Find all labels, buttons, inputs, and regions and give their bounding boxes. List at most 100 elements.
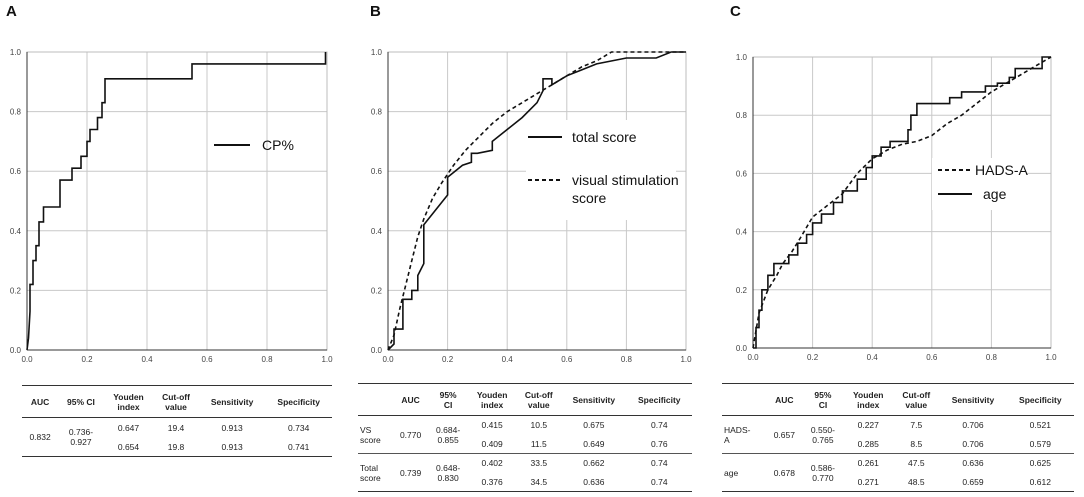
series-line-total-score (387, 51, 686, 351)
series-line-age (753, 56, 1051, 349)
table-cell: 0.612 (1029, 476, 1051, 487)
table-cell: 8.5 (910, 438, 923, 449)
table-cell: 0.415 (481, 420, 503, 431)
table-cell: 0.675 (583, 420, 605, 431)
table-cell: 0.649 (583, 438, 605, 449)
table-c-header-auc: AUC (775, 394, 794, 405)
y-tick-label: 0.2 (10, 286, 22, 295)
table-row: 0.285 8.5 0.706 0.579 (722, 435, 1074, 454)
table-cell: 0.662 (583, 458, 605, 469)
y-tick-label: 1.0 (10, 48, 22, 57)
legend-b-label-total: total score (572, 129, 637, 145)
table-cell: 48.5 (908, 476, 925, 487)
table-cell: 0.625 (1029, 458, 1051, 469)
legend-b-label-vs-1: visual stimulation (572, 172, 679, 188)
panel-letter-b: B (370, 3, 381, 20)
table-cell: 0.74 (651, 420, 668, 431)
y-tick-label: 0.4 (736, 228, 748, 237)
table-cell: 0.706 (962, 438, 984, 449)
table-row: 0.654 19.8 0.913 0.741 (22, 437, 332, 457)
legend-c-label-age: age (983, 186, 1007, 202)
y-tick-label: 0.2 (736, 286, 748, 295)
table-cell: 33.5 (530, 458, 548, 469)
table-a-auc: 0.832 (29, 432, 51, 442)
table-c-header-ci: 95% CI (814, 389, 832, 410)
table-cell: 0.402 (481, 458, 503, 469)
table-cell: 0.74 (651, 476, 668, 487)
table-b-header-auc: AUC (401, 394, 420, 405)
table-b-header-spec: Specificity (638, 394, 681, 405)
y-tick-label: 0.0 (371, 346, 383, 355)
y-tick-label: 0.8 (736, 111, 748, 120)
table-cell: 0.657 (773, 429, 795, 440)
table-cell: 19.4 (167, 422, 185, 433)
table-row: Total score 0.739 0.648- 0.830 0.402 33.5 … (358, 454, 692, 482)
table-b-header-label (358, 384, 393, 416)
table-cell: 0.636 (583, 476, 605, 487)
x-tick-label: 0.8 (621, 355, 633, 364)
x-tick-label: 1.0 (680, 355, 692, 364)
table-cell: 0.261 (857, 458, 879, 469)
y-tick-label: 0.4 (371, 227, 383, 236)
table-a-header-ci: 95% CI (67, 396, 95, 407)
table-cell: 0.739 (399, 467, 422, 478)
x-tick-label: 0.8 (261, 355, 273, 364)
table-b-header-cutoff: Cut-off value (524, 389, 553, 410)
table-cell: 0.770 (399, 429, 422, 440)
table-cell: 0.271 (857, 476, 879, 487)
series-line-visual-stimulation-score (387, 51, 686, 351)
y-tick-label: 1.0 (371, 48, 383, 57)
y-tick-label: 1.0 (736, 53, 748, 62)
y-tick-label: 0.6 (10, 167, 22, 176)
x-tick-label: 0.2 (81, 355, 93, 364)
table-cell: 0.654 (117, 441, 140, 452)
table-c-header-spec: Specificity (1019, 394, 1062, 405)
table-cell: 34.5 (530, 476, 548, 487)
table-c-label-age: age (724, 467, 739, 478)
x-tick-label: 0.2 (807, 353, 819, 362)
table-c-label-hads: HADS- A (724, 424, 751, 445)
table-b-header-ci: 95% CI (439, 389, 457, 410)
x-tick-label: 1.0 (1045, 353, 1057, 362)
table-a-header-youden: Youden index (113, 391, 144, 412)
legend-b: total score visual stimulation score (526, 120, 679, 220)
series-line-cp- (26, 52, 327, 351)
y-tick-label: 0.8 (371, 108, 383, 117)
table-c: AUC 95% CI Youden index Cut-off value Sensi… (722, 383, 1074, 492)
table-c-header-label (722, 384, 766, 416)
table-cell: 0.76 (651, 438, 668, 449)
table-row: 0.271 48.5 0.659 0.612 (722, 473, 1074, 492)
series-line-hads-a (752, 56, 1052, 349)
roc-chart-a: 0.00.0 0.2 0.2 0.4 0.4 0.6 0.6 0.8 0.8 1.0 1.0 (10, 48, 333, 364)
table-a-header-cutoff: Cut-off value (162, 391, 190, 412)
table-row: VS score 0.770 0.684- 0.855 0.415 10.5 0.6… (358, 416, 692, 444)
table-b-label-total: Total score (360, 462, 381, 483)
x-tick-label: 0.8 (986, 353, 998, 362)
x-tick-label: 0.4 (502, 355, 514, 364)
table-c-header-cutoff: Cut-off value (902, 389, 931, 410)
table-c-header-sens: Sensitivity (951, 394, 995, 405)
panel-letter-a: A (6, 3, 17, 20)
table-b-label-vs: VS score (360, 424, 381, 445)
legend-a: CP% (214, 137, 294, 153)
table-cell: 0.376 (481, 476, 503, 487)
panel-letter-c: C (730, 3, 741, 20)
roc-chart-c: 0.00.0 0.2 0.2 0.4 0.4 0.6 0.6 0.8 0.8 1.0 1.0 (736, 53, 1057, 362)
x-tick-label: 0.0 (21, 355, 33, 364)
x-tick-label: 0.6 (201, 355, 213, 364)
table-cell: 11.5 (530, 438, 547, 449)
table-cell: 0.648- 0.830 (436, 462, 461, 483)
legend-c-label-hads: HADS-A (975, 162, 1029, 178)
x-tick-label: 0.0 (747, 353, 759, 362)
table-cell: 0.74 (651, 458, 668, 469)
table-cell: 0.285 (857, 438, 879, 449)
y-tick-label: 0.6 (736, 169, 748, 178)
table-row: age 0.678 0.586- 0.770 0.261 47.5 0.636 0… (722, 454, 1074, 482)
table-row: 0.832 0.736- 0.927 0.647 19.4 0.913 0.734 (22, 418, 332, 447)
x-tick-label: 0.6 (926, 353, 938, 362)
y-tick-label: 0.0 (736, 344, 748, 353)
y-tick-label: 0.6 (371, 167, 383, 176)
table-cell: 0.741 (288, 441, 310, 452)
legend-c-box (932, 158, 1027, 210)
